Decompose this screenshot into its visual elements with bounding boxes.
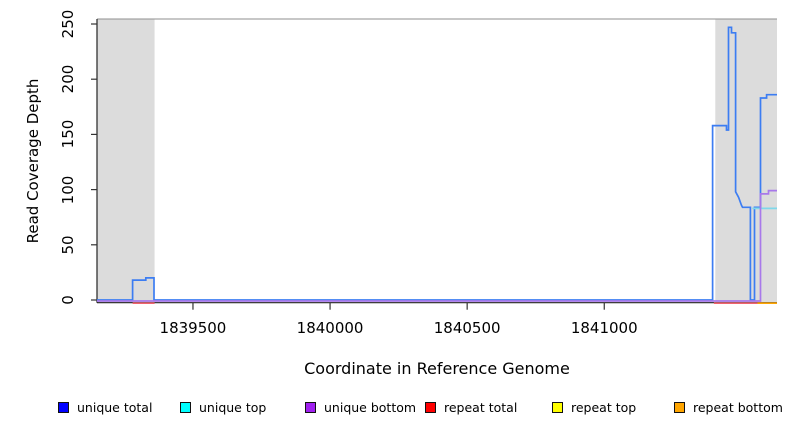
legend-label-repeat-top: repeat top xyxy=(571,399,637,415)
unique-total-swatch-icon xyxy=(58,401,69,413)
legend-item-repeat-top: repeat top xyxy=(552,399,637,415)
legend-item-repeat-total: repeat total xyxy=(425,399,518,415)
legend-item-repeat-bottom: repeat bottom xyxy=(674,399,783,415)
series-line-unique-bottom xyxy=(97,189,777,302)
y-tick-label-200: 200 xyxy=(59,64,77,94)
y-tick-label-150: 150 xyxy=(59,120,77,149)
x-axis-title: Coordinate in Reference Genome xyxy=(304,359,570,378)
legend-label-repeat-bottom: repeat bottom xyxy=(693,399,783,415)
y-tick-label-250: 250 xyxy=(59,9,77,39)
legend-item-unique-bottom: unique bottom xyxy=(305,399,417,415)
repeat-bottom-swatch-icon xyxy=(674,401,685,413)
legend-label-unique-total: unique total xyxy=(77,399,153,415)
legend-label-unique-top: unique top xyxy=(199,399,267,415)
legend-item-unique-top: unique top xyxy=(180,399,267,415)
x-tick-label-1841000: 1841000 xyxy=(570,319,638,337)
x-tick-label-1840000: 1840000 xyxy=(296,319,364,337)
repeat-total-swatch-icon xyxy=(425,401,436,413)
repeat-top-swatch-icon xyxy=(552,401,563,413)
shaded-region-1 xyxy=(97,19,155,303)
legend-item-unique-total: unique total xyxy=(58,399,153,415)
series-line-unique-total xyxy=(97,26,777,301)
y-tick-label-0: 0 xyxy=(59,295,77,305)
unique-bottom-swatch-icon xyxy=(305,401,316,413)
legend-label-unique-bottom: unique bottom xyxy=(324,399,417,415)
y-axis-title: Read Coverage Depth xyxy=(24,78,42,244)
x-tick-label-1840500: 1840500 xyxy=(433,319,501,337)
x-tick-label-1839500: 1839500 xyxy=(159,319,227,337)
legend-label-repeat-total: repeat total xyxy=(444,399,518,415)
unique-top-swatch-icon xyxy=(180,401,191,413)
y-tick-label-100: 100 xyxy=(59,175,77,204)
y-tick-label-50: 50 xyxy=(59,235,77,255)
shaded-region-2 xyxy=(715,19,777,303)
